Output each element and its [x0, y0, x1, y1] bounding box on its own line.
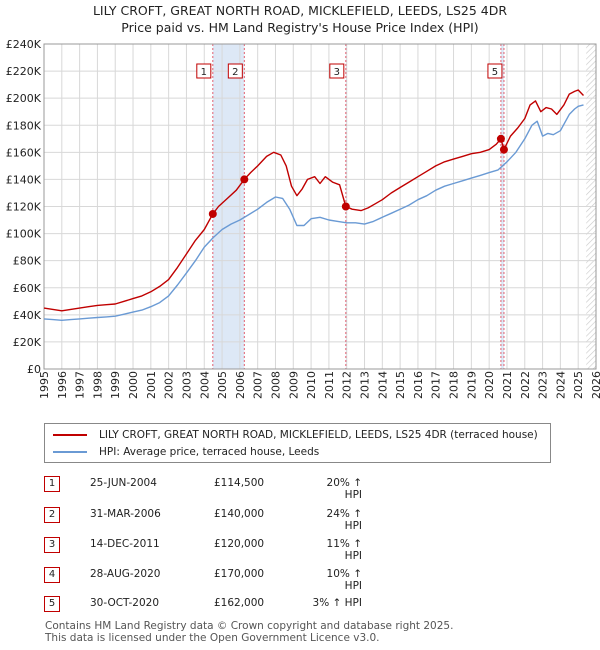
- transaction-hpi: 10% ↑ HPI: [326, 568, 362, 592]
- y-tick-label: £200K: [6, 92, 42, 105]
- table-row: 4 28-AUG-2020 £170,000 10% ↑ HPI: [44, 567, 564, 592]
- transaction-number: 1: [44, 476, 60, 492]
- hpi-series-line: [43, 104, 584, 321]
- y-tick-label: £140K: [6, 173, 42, 186]
- transaction-price: £170,000: [214, 568, 265, 580]
- y-tick-label: £100K: [6, 228, 42, 241]
- marker-box-label: 1: [201, 67, 207, 78]
- table-row: 3 14-DEC-2011 £120,000 11% ↑ HPI: [44, 537, 564, 562]
- transaction-hpi: 24% ↑ HPI: [326, 508, 362, 532]
- x-tick-label: 2003: [180, 371, 193, 399]
- transaction-price: £114,500: [214, 477, 265, 489]
- marker-box-label: 5: [492, 67, 498, 78]
- footer-licence: This data is licensed under the Open Gov…: [45, 632, 380, 644]
- transaction-number: 5: [44, 596, 60, 612]
- y-tick-label: £220K: [6, 65, 42, 78]
- x-tick-label: 1997: [74, 371, 87, 399]
- x-tick-label: 2008: [269, 371, 282, 399]
- transaction-date: 28-AUG-2020: [90, 568, 161, 580]
- y-tick-label: £20K: [13, 336, 42, 349]
- x-tick-label: 2000: [127, 371, 140, 399]
- y-tick-label: £0: [27, 363, 41, 376]
- transaction-number: 4: [44, 567, 60, 583]
- chart-title: LILY CROFT, GREAT NORTH ROAD, MICKLEFIEL…: [92, 3, 508, 18]
- x-tick-label: 2025: [572, 371, 585, 399]
- x-tick-label: 2018: [448, 371, 461, 399]
- y-tick-label: £80K: [13, 255, 42, 268]
- transaction-number: 3: [44, 537, 60, 553]
- transaction-hpi: 3% ↑ HPI: [312, 597, 362, 609]
- chart-subtitle: Price paid vs. HM Land Registry's House …: [121, 20, 479, 35]
- x-tick-label: 2015: [394, 371, 407, 399]
- x-tick-label: 2004: [198, 371, 211, 399]
- marker-box: [329, 63, 345, 79]
- x-tick-label: 2007: [252, 371, 265, 399]
- x-tick-label: 2026: [590, 371, 600, 399]
- x-tick-label: 1999: [109, 371, 122, 399]
- price-chart: £0 £20K £40K £60K £80K £100K £120K £140K £160K £1…: [6, 38, 600, 399]
- transaction-price: £162,000: [214, 597, 265, 609]
- x-tick-label: 2013: [359, 371, 372, 399]
- property-series-line: [43, 89, 585, 312]
- sale-point: [499, 145, 508, 154]
- x-tick-label: 2010: [305, 371, 318, 399]
- x-tick-label: 2001: [145, 371, 158, 399]
- transaction-date: 30-OCT-2020: [90, 597, 159, 609]
- table-row: 5 30-OCT-2020 £162,000 3% ↑ HPI: [44, 596, 564, 612]
- y-tick-label: £120K: [6, 201, 42, 214]
- x-tick-label: 2011: [323, 371, 336, 399]
- marker-box: [227, 63, 243, 79]
- transaction-price: £120,000: [214, 538, 265, 550]
- footer-copyright: Contains HM Land Registry data © Crown c…: [45, 620, 454, 632]
- x-tick-label: 2017: [430, 371, 443, 399]
- y-tick-label: £160K: [6, 146, 42, 159]
- legend-property-label: LILY CROFT, GREAT NORTH ROAD, MICKLEFIEL…: [99, 429, 538, 441]
- transaction-number: 2: [44, 507, 60, 523]
- x-tick-label: 2006: [234, 371, 247, 399]
- transaction-hpi: 20% ↑ HPI: [326, 477, 362, 501]
- sale-point: [341, 202, 350, 211]
- hpi-line-swatch: [53, 451, 87, 453]
- x-tick-label: 2016: [412, 371, 425, 399]
- y-tick-label: £180K: [6, 119, 42, 132]
- property-line-swatch: [53, 434, 87, 436]
- y-tick-label: £240K: [6, 38, 42, 51]
- x-tick-label: 2019: [465, 371, 478, 399]
- sale-point: [240, 175, 249, 184]
- x-tick-label: 2002: [163, 371, 176, 399]
- x-tick-label: 2023: [537, 371, 550, 399]
- marker-box-label: 3: [334, 67, 340, 78]
- legend-item-property: LILY CROFT, GREAT NORTH ROAD, MICKLEFIEL…: [53, 427, 538, 443]
- sale-point: [496, 134, 505, 143]
- plot-frame: [43, 43, 597, 370]
- marker-box: [196, 63, 212, 79]
- y-tick-label: £40K: [13, 309, 42, 322]
- marker-box: [487, 63, 503, 79]
- x-tick-label: 1995: [38, 371, 51, 399]
- legend-item-hpi: HPI: Average price, terraced house, Leed…: [53, 444, 319, 460]
- x-tick-label: 2014: [376, 371, 389, 399]
- x-tick-label: 2009: [287, 371, 300, 399]
- x-tick-label: 2024: [554, 371, 567, 399]
- transaction-date: 14-DEC-2011: [90, 538, 160, 550]
- x-tick-label: 1996: [56, 371, 69, 399]
- x-tick-label: 2012: [341, 371, 354, 399]
- transaction-hpi: 11% ↑ HPI: [326, 538, 362, 562]
- x-tick-label: 2005: [216, 371, 229, 399]
- x-tick-label: 2021: [501, 371, 514, 399]
- x-tick-label: 2022: [519, 371, 532, 399]
- transaction-price: £140,000: [214, 508, 265, 520]
- x-tick-label: 2020: [483, 371, 496, 399]
- marker-box-label: 2: [232, 67, 238, 78]
- sale-point: [208, 209, 217, 218]
- table-row: 2 31-MAR-2006 £140,000 24% ↑ HPI: [44, 507, 564, 532]
- transaction-date: 31-MAR-2006: [90, 508, 161, 520]
- legend: LILY CROFT, GREAT NORTH ROAD, MICKLEFIEL…: [44, 423, 551, 463]
- y-tick-label: £60K: [13, 282, 42, 295]
- legend-hpi-label: HPI: Average price, terraced house, Leed…: [99, 446, 320, 458]
- table-row: 1 25-JUN-2004 £114,500 20% ↑ HPI: [44, 476, 564, 501]
- transaction-date: 25-JUN-2004: [90, 477, 157, 489]
- x-tick-label: 1998: [91, 371, 104, 399]
